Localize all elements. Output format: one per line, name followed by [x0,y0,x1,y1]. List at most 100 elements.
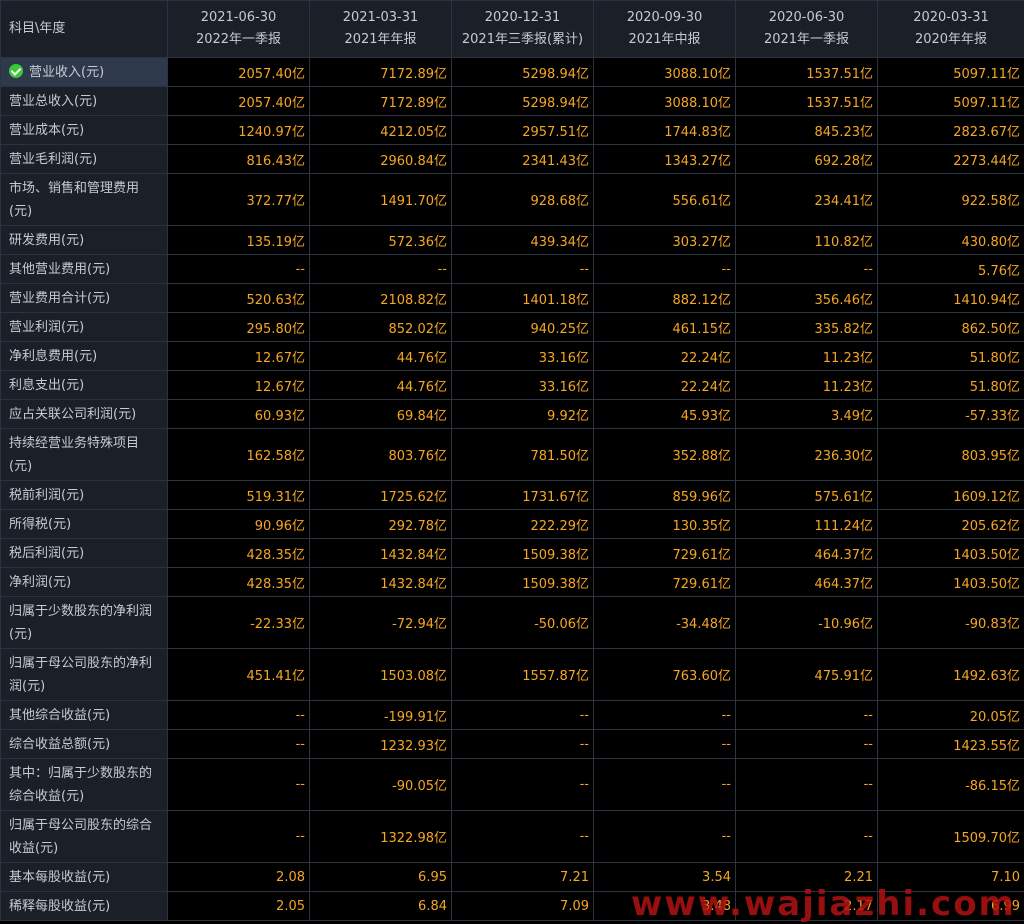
row-label-text: 净利息费用(元) [9,348,98,364]
table-cell: 1240.97亿 [167,115,310,145]
table-row[interactable]: 其中：归属于少数股东的综合收益(元) -- -90.05亿 -- -- -- -86.15亿 [0,758,1024,811]
table-cell: -- [593,729,736,759]
table-cell: 519.31亿 [167,480,310,510]
table-row[interactable]: 净利息费用(元) 12.67亿 44.76亿 33.16亿 22.24亿 11.23亿 51… [0,341,1024,371]
table-cell: 803.95亿 [877,428,1024,481]
table-row[interactable]: 营业总收入(元) 2057.40亿 7172.89亿 5298.94亿 3088.10亿… [0,86,1024,116]
table-cell: -- [451,729,594,759]
column-header[interactable]: 2021-03-31 2021年年报 [309,0,452,58]
table-cell: 1509.70亿 [877,810,1024,863]
row-label-text: 综合收益总额(元) [9,736,111,752]
table-cell: 292.78亿 [309,509,452,539]
column-date: 2020-03-31 [913,10,989,25]
table-cell: 852.02亿 [309,312,452,342]
table-cell: -86.15亿 [877,758,1024,811]
table-row[interactable]: 税后利润(元) 428.35亿 1432.84亿 1509.38亿 729.61亿 464… [0,538,1024,568]
row-label-text: 持续经营业务特殊项目(元) [9,435,140,474]
row-label: 归属于少数股东的净利润(元) [0,596,168,649]
row-label-text: 市场、销售和管理费用(元) [9,180,140,219]
table-cell: 2823.67亿 [877,115,1024,145]
check-circle-icon [9,63,23,78]
table-cell: 439.34亿 [451,225,594,255]
row-label: 税后利润(元) [0,538,168,568]
table-cell: 352.88亿 [593,428,736,481]
table-row[interactable]: 研发费用(元) 135.19亿 572.36亿 439.34亿 303.27亿 110.8… [0,225,1024,255]
table-cell: 556.61亿 [593,173,736,226]
table-row[interactable]: 利息支出(元) 12.67亿 44.76亿 33.16亿 22.24亿 11.23亿 51.… [0,370,1024,400]
table-cell: 692.28亿 [735,144,878,174]
table-row[interactable]: 归属于母公司股东的净利润(元) 451.41亿 1503.08亿 1557.87亿 76… [0,648,1024,701]
table-cell: 803.76亿 [309,428,452,481]
header-label: 科目\年度 [0,0,168,58]
table-row[interactable]: 归属于母公司股东的综合收益(元) -- 1322.98亿 -- -- -- 1509.70亿 [0,810,1024,863]
table-cell: 1432.84亿 [309,538,452,568]
table-row[interactable]: 综合收益总额(元) -- 1232.93亿 -- -- -- 1423.55亿 [0,729,1024,759]
row-label: 其他综合收益(元) [0,700,168,730]
row-label: 综合收益总额(元) [0,729,168,759]
table-row[interactable]: 其他营业费用(元) -- -- -- -- -- 5.76亿 [0,254,1024,284]
table-cell: 2057.40亿 [167,86,310,116]
table-row[interactable]: 净利润(元) 428.35亿 1432.84亿 1509.38亿 729.61亿 464.… [0,567,1024,597]
table-cell: 135.19亿 [167,225,310,255]
table-cell: 7172.89亿 [309,86,452,116]
table-cell: 451.41亿 [167,648,310,701]
table-cell: 2341.43亿 [451,144,594,174]
row-label-text: 其他综合收益(元) [9,707,111,723]
table-cell: -- [593,758,736,811]
column-header[interactable]: 2020-12-31 2021年三季报(累计) [451,0,594,58]
column-header[interactable]: 2020-06-30 2021年一季报 [735,0,878,58]
table-row[interactable]: 市场、销售和管理费用(元) 372.77亿 1491.70亿 928.68亿 556.6… [0,173,1024,226]
table-row[interactable]: 归属于少数股东的净利润(元) -22.33亿 -72.94亿 -50.06亿 -34.4… [0,596,1024,649]
row-label: 税前利润(元) [0,480,168,510]
table-row[interactable]: 营业收入(元) 2057.40亿 7172.89亿 5298.94亿 3088.10亿 1… [0,57,1024,87]
row-label: 归属于母公司股东的综合收益(元) [0,810,168,863]
row-label: 营业费用合计(元) [0,283,168,313]
table-cell: 222.29亿 [451,509,594,539]
column-report: 2021年中报 [628,32,701,47]
table-row[interactable]: 基本每股收益(元) 2.08 6.95 7.21 3.54 2.21 7.10 [0,862,1024,892]
column-header[interactable]: 2020-09-30 2021年中报 [593,0,736,58]
table-cell: 130.35亿 [593,509,736,539]
row-label-text: 研发费用(元) [9,232,85,248]
row-label: 净利息费用(元) [0,341,168,371]
table-cell: 45.93亿 [593,399,736,429]
column-date: 2020-06-30 [768,10,845,25]
table-row[interactable]: 税前利润(元) 519.31亿 1725.62亿 1731.67亿 859.96亿 575… [0,480,1024,510]
table-cell: 1509.38亿 [451,567,594,597]
table-cell: 1432.84亿 [309,567,452,597]
table-row[interactable]: 营业成本(元) 1240.97亿 4212.05亿 2957.51亿 1744.83亿 8… [0,115,1024,145]
row-label: 其中：归属于少数股东的综合收益(元) [0,758,168,811]
table-cell: 2.17 [735,891,878,921]
table-cell: 1322.98亿 [309,810,452,863]
table-cell: -72.94亿 [309,596,452,649]
table-cell: 1491.70亿 [309,173,452,226]
table-row[interactable]: 所得税(元) 90.96亿 292.78亿 222.29亿 130.35亿 111.24亿… [0,509,1024,539]
table-cell: -10.96亿 [735,596,878,649]
table-row[interactable]: 营业毛利润(元) 816.43亿 2960.84亿 2341.43亿 1343.27亿 6… [0,144,1024,174]
column-header[interactable]: 2020-03-31 2020年年报 [877,0,1024,58]
column-header[interactable]: 2021-06-30 2022年一季报 [167,0,310,58]
table-cell: -57.33亿 [877,399,1024,429]
table-row[interactable]: 营业利润(元) 295.80亿 852.02亿 940.25亿 461.15亿 335.8… [0,312,1024,342]
table-row[interactable]: 其他综合收益(元) -- -199.91亿 -- -- -- 20.05亿 [0,700,1024,730]
table-cell: 729.61亿 [593,538,736,568]
table-cell: 816.43亿 [167,144,310,174]
column-report: 2021年三季报(累计) [461,32,584,47]
watermark: www.wajiazhi.com [630,884,1016,924]
table-cell: -- [451,700,594,730]
table-cell: 1423.55亿 [877,729,1024,759]
table-cell: 464.37亿 [735,538,878,568]
table-cell: 1509.38亿 [451,538,594,568]
column-report: 2021年年报 [344,32,417,47]
table-row[interactable]: 应占关联公司利润(元) 60.93亿 69.84亿 9.92亿 45.93亿 3.49亿 -… [0,399,1024,429]
table-cell: 5.76亿 [877,254,1024,284]
table-cell: -- [167,254,310,284]
table-row[interactable]: 持续经营业务特殊项目(元) 162.58亿 803.76亿 781.50亿 352.88… [0,428,1024,481]
table-cell: 428.35亿 [167,567,310,597]
table-row[interactable]: 营业费用合计(元) 520.63亿 2108.82亿 1401.18亿 882.12亿 3… [0,283,1024,313]
table-cell: 3.54 [593,862,736,892]
table-row[interactable]: 稀释每股收益(元) 2.05 6.84 7.09 3.48 2.17 6.99 [0,891,1024,921]
row-label-text: 营业毛利润(元) [9,151,98,167]
header-row: 科目\年度 2021-06-30 2022年一季报 2021-03-31 2021年… [0,0,1024,58]
table-cell: 2108.82亿 [309,283,452,313]
